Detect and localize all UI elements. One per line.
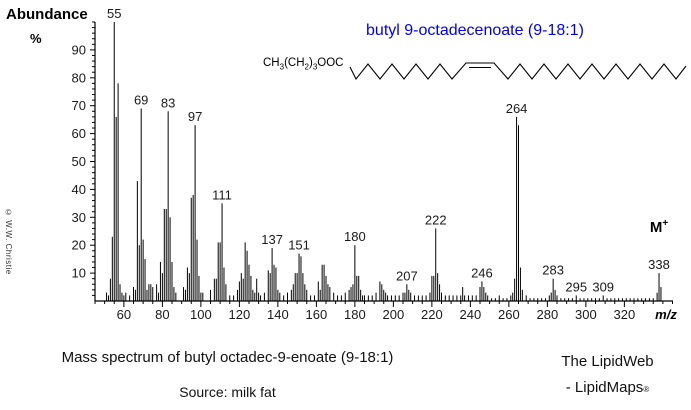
structure-formula: CH3(CH2)3OOC xyxy=(263,57,343,71)
x-tick-label: 140 xyxy=(267,307,289,322)
peak-label: 309 xyxy=(592,279,614,294)
source-caption: Source: milk fat xyxy=(179,384,276,400)
y-tick-label: 50 xyxy=(72,154,86,169)
x-tick-label: 160 xyxy=(306,307,328,322)
x-tick-label: 120 xyxy=(229,307,251,322)
x-tick-label: 240 xyxy=(460,307,482,322)
x-tick-label: 80 xyxy=(155,307,169,322)
y-tick-label: 10 xyxy=(72,266,86,281)
x-tick-label: 300 xyxy=(575,307,597,322)
spectrum-peaks xyxy=(106,22,662,301)
chemical-structure xyxy=(349,62,687,81)
x-tick-label: 60 xyxy=(117,307,131,322)
peak-label: 264 xyxy=(506,101,528,116)
x-axis-title: m/z xyxy=(655,307,677,322)
peak-label: 55 xyxy=(107,6,121,21)
registered-mark: ® xyxy=(643,385,650,394)
formula-sub: 3 xyxy=(279,62,285,72)
x-tick-label: 320 xyxy=(614,307,636,322)
peak-label: 295 xyxy=(565,279,587,294)
x-tick-label: 280 xyxy=(537,307,559,322)
peak-label: 111 xyxy=(212,187,232,202)
y-tick-label: 90 xyxy=(72,42,86,57)
x-tick-label: 100 xyxy=(190,307,212,322)
y-axis-title-label: Abundance xyxy=(6,6,88,23)
formula-text: (CH xyxy=(284,57,305,69)
molecular-ion-text: M+ xyxy=(650,218,669,236)
structure-skeleton xyxy=(349,62,687,81)
formula-sub: 3 xyxy=(312,62,318,72)
chart-title: butyl 9-octadecenoate (9-18:1) xyxy=(366,22,584,39)
x-axis-ticks: 60 80 100 120 140 160 180 200 220 240 260 280 300 320 xyxy=(94,301,673,322)
peak-label: 283 xyxy=(542,263,564,278)
y-axis-ticks: 10 20 30 40 50 60 70 80 90 xyxy=(72,21,95,296)
y-axis-unit-label: % xyxy=(30,31,42,46)
x-tick-label: 200 xyxy=(383,307,405,322)
peak-label: 222 xyxy=(425,212,447,227)
x-tick-label: 260 xyxy=(498,307,520,322)
peak-label: 207 xyxy=(396,268,418,283)
peak-label: 338 xyxy=(648,257,670,272)
x-tick-label: 180 xyxy=(344,307,366,322)
y-tick-label: 80 xyxy=(72,70,86,85)
mass-spectrum-chart: 10 20 30 40 50 60 70 80 90 60 80 100 120 140 160 180 20… xyxy=(72,6,687,322)
peak-label: 97 xyxy=(188,109,202,124)
copyright-vertical-text: © W.W. Christie xyxy=(4,208,13,275)
y-tick-label: 60 xyxy=(72,126,86,141)
formula-text: ) xyxy=(308,57,313,69)
peak-label: 180 xyxy=(344,229,366,244)
x-tick-label: 220 xyxy=(421,307,443,322)
molecular-ion-label: M+ xyxy=(650,218,669,236)
peak-label: 151 xyxy=(288,238,310,253)
y-tick-label: 30 xyxy=(72,210,86,225)
peak-label: 83 xyxy=(161,95,175,110)
peak-label: 246 xyxy=(471,265,493,280)
spectrum-caption: Mass spectrum of butyl octadec-9-enoate … xyxy=(61,349,394,366)
y-tick-label: 20 xyxy=(72,238,86,253)
y-tick-label: 40 xyxy=(72,182,86,197)
lipidmaps-brand: - LipidMaps® xyxy=(530,379,685,396)
lipidmaps-text: - LipidMaps xyxy=(565,379,644,396)
x-axis-title-label: m/z xyxy=(655,307,677,322)
formula-text: CH xyxy=(263,57,280,69)
peak-label: 69 xyxy=(134,92,148,107)
lipidweb-brand: The LipidWeb xyxy=(561,353,654,370)
formula-text: OOC xyxy=(317,57,344,69)
y-tick-label: 70 xyxy=(72,98,86,113)
formula-sub: 2 xyxy=(304,62,309,72)
peak-label: 137 xyxy=(261,232,283,247)
